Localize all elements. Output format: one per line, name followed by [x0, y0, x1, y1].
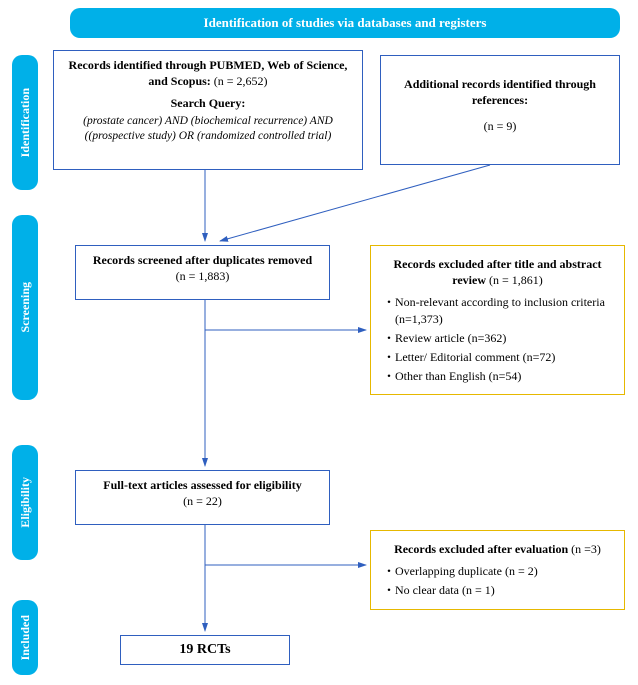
tab-screening-label: Screening — [18, 282, 33, 332]
query-label: Search Query: — [64, 95, 352, 111]
box-excluded-2: Records excluded after evaluation (n =3)… — [370, 530, 625, 610]
excluded1-title-rest: (n = 1,861) — [489, 273, 543, 287]
fulltext-title: Full-text articles assessed for eligibil… — [86, 477, 319, 493]
box-additional: Additional records identified through re… — [380, 55, 620, 165]
tab-identification: Identification — [12, 55, 38, 190]
box-excluded-1: Records excluded after title and abstrac… — [370, 245, 625, 395]
excluded1-b1: ・Non-relevant according to inclusion cri… — [383, 294, 612, 326]
tab-screening: Screening — [12, 215, 38, 400]
identified-count: (n = 2,652) — [214, 74, 268, 88]
excluded1-b4: ・Other than English (n=54) — [383, 368, 612, 384]
excluded2-b2: ・No clear data (n = 1) — [383, 582, 612, 598]
excluded1-b3: ・Letter/ Editorial comment (n=72) — [383, 349, 612, 365]
excluded2-title: Records excluded after evaluation — [394, 542, 571, 556]
tab-eligibility: Eligibility — [12, 445, 38, 560]
additional-title: Additional records identified through re… — [391, 76, 609, 108]
fulltext-count: (n = 22) — [86, 493, 319, 509]
header-title: Identification of studies via databases … — [204, 15, 487, 31]
box-screened: Records screened after duplicates remove… — [75, 245, 330, 300]
tab-identification-label: Identification — [18, 88, 33, 157]
tab-included-label: Included — [18, 615, 33, 660]
header-bar: Identification of studies via databases … — [70, 8, 620, 38]
query-text: (prostate cancer) AND (biochemical recur… — [64, 114, 352, 145]
box-final: 19 RCTs — [120, 635, 290, 665]
additional-count: (n = 9) — [391, 118, 609, 134]
screened-title: Records screened after duplicates remove… — [86, 252, 319, 268]
box-identified: Records identified through PUBMED, Web o… — [53, 50, 363, 170]
tab-eligibility-label: Eligibility — [18, 477, 33, 528]
box-fulltext: Full-text articles assessed for eligibil… — [75, 470, 330, 525]
identified-title: Records identified through PUBMED, Web o… — [69, 58, 348, 88]
excluded2-title-rest: (n =3) — [571, 542, 601, 556]
excluded2-b1: ・Overlapping duplicate (n = 2) — [383, 563, 612, 579]
tab-included: Included — [12, 600, 38, 675]
final-text: 19 RCTs — [179, 641, 230, 660]
excluded1-b2: ・Review article (n=362) — [383, 330, 612, 346]
screened-count: (n = 1,883) — [86, 268, 319, 284]
